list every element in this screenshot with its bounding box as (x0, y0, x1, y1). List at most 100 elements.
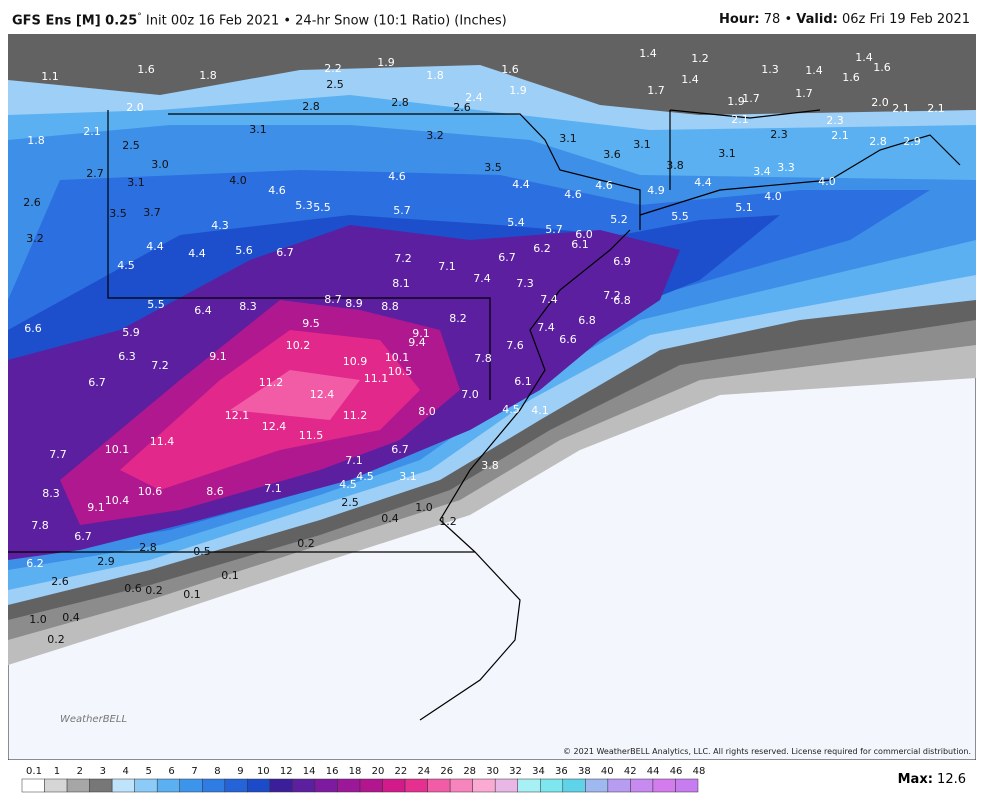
snow-amount-label: 3.5 (109, 207, 127, 220)
snow-amount-label: 0.5 (193, 545, 211, 558)
snow-amount-label: 8.6 (206, 485, 224, 498)
colorbar-tick-label: 18 (349, 766, 362, 777)
snow-amount-label: 7.2 (151, 359, 169, 372)
snow-amount-label: 4.6 (595, 179, 613, 192)
snow-amount-label: 2.2 (324, 62, 342, 75)
snow-amount-label: 1.6 (501, 63, 519, 76)
snow-amount-label: 5.5 (313, 201, 331, 214)
snow-amount-label: 3.1 (559, 132, 577, 145)
state-border (669, 109, 821, 190)
colorbar-cell (472, 778, 496, 793)
colorbar-tick-label: 3 (100, 766, 106, 777)
colorbar-cell (585, 778, 609, 793)
snow-amount-label: 6.7 (391, 443, 409, 456)
snow-amount-label: 1.7 (795, 87, 813, 100)
snow-amount-label: 3.5 (484, 161, 502, 174)
snow-amount-label: 6.7 (88, 376, 106, 389)
snow-amount-label: 1.8 (199, 69, 217, 82)
snow-amount-label: 8.3 (42, 487, 60, 500)
snow-amount-label: 11.1 (364, 372, 389, 385)
hour: 78 (763, 12, 781, 27)
snow-amount-label: 7.1 (264, 482, 282, 495)
colorbar-tick-label: 32 (509, 766, 522, 777)
colorbar-tick-label: 14 (303, 766, 316, 777)
colorbar-tick-label: 36 (555, 766, 568, 777)
colorbar-cell (675, 778, 699, 793)
snow-amount-label: 2.8 (139, 541, 157, 554)
snow-amount-label: 2.5 (326, 78, 344, 91)
snow-amount-label: 7.2 (394, 252, 412, 265)
colorbar-tick-label: 20 (372, 766, 385, 777)
colorbar-cell (44, 778, 68, 793)
snow-amount-label: 8.2 (449, 312, 467, 325)
snow-amount-label: 5.3 (295, 199, 313, 212)
snow-amount-label: 6.6 (24, 322, 42, 335)
snow-amount-label: 4.4 (146, 240, 164, 253)
snow-amount-label: 1.8 (27, 134, 45, 147)
snow-amount-label: 4.6 (268, 184, 286, 197)
snow-amount-label: 6.2 (26, 557, 44, 570)
snow-amount-label: 2.6 (453, 101, 471, 114)
snow-amount-label: 8.3 (239, 300, 257, 313)
snow-amount-label: 7.4 (473, 272, 491, 285)
snow-amount-label: 6.8 (578, 314, 596, 327)
snow-amount-label: 9.1 (209, 350, 227, 363)
max-label: Max: (897, 772, 933, 787)
snow-amount-label: 6.8 (613, 294, 631, 307)
colorbar-tick-label: 40 (601, 766, 614, 777)
snow-amount-label: 1.8 (426, 69, 444, 82)
snow-amount-label: 6.7 (498, 251, 516, 264)
snow-amount-label: 1.2 (691, 52, 709, 65)
coastline (639, 134, 961, 216)
colorbar-cell (404, 778, 428, 793)
max-value: 12.6 (937, 772, 966, 787)
snow-amount-label: 10.4 (105, 494, 130, 507)
snow-amount-label: 12.4 (310, 388, 335, 401)
snow-amount-label: 2.1 (892, 102, 910, 115)
map: 1.11.6 1.82.2 1.91.8 1.61.4 1.21.3 1.41.41.61… (8, 34, 976, 760)
snow-amount-label: 2.1 (83, 125, 101, 138)
snow-amount-label: 10.2 (286, 339, 311, 352)
snow-amount-label: 0.1 (221, 569, 239, 582)
snow-amount-label: 4.5 (502, 403, 520, 416)
snow-amount-label: 1.4 (681, 73, 699, 86)
colorbar-cell (652, 778, 676, 793)
model-title: GFS Ens [M] 0.25 (12, 13, 138, 29)
snow-amount-label: 2.1 (831, 129, 849, 142)
snow-amount-label: 6.2 (533, 242, 551, 255)
snow-amount-label: 1.4 (639, 47, 657, 60)
snow-amount-label: 7.0 (461, 388, 479, 401)
snow-amount-label: 3.2 (426, 129, 444, 142)
snow-amount-label: 4.1 (531, 404, 549, 417)
borders (8, 109, 961, 721)
snow-amount-label: 2.5 (341, 496, 359, 509)
snow-amount-label: 4.4 (512, 178, 530, 191)
coastline (8, 551, 521, 721)
snow-amount-label: 12.1 (225, 409, 250, 422)
colorbar-tick-label: 22 (395, 766, 408, 777)
snow-amount-label: 1.9 (377, 56, 395, 69)
colorbar-tick-label: 5 (145, 766, 151, 777)
snow-amount-label: 4.0 (818, 175, 836, 188)
snow-amount-label: 2.4 (465, 91, 483, 104)
colorbar-tick-label: 46 (670, 766, 683, 777)
colorbar-tick-label: 38 (578, 766, 591, 777)
subtitle: Init 00z 16 Feb 2021 • 24-hr Snow (10:1 … (145, 13, 507, 29)
colorbar: 0.1 1 2 3 4 5 6 7 8 9 10 12 14 16 18 20 22 24 26 28 30 32 34 36… (21, 766, 705, 793)
colorbar-cell (134, 778, 158, 793)
colorbar-tick-label: 9 (237, 766, 243, 777)
snow-amount-label: 1.4 (855, 51, 873, 64)
colorbar-tick-label: 16 (326, 766, 339, 777)
snow-amount-label: 6.9 (613, 255, 631, 268)
snow-amount-label: 6.1 (571, 238, 589, 251)
snow-amount-label: 3.1 (127, 176, 145, 189)
snow-amount-label: 9.1 (87, 501, 105, 514)
separator: • (784, 12, 793, 27)
snow-amount-label: 7.1 (438, 260, 456, 273)
snow-amount-label: 11.2 (343, 409, 368, 422)
colorbar-cell (540, 778, 564, 793)
snow-amount-label: 12.4 (262, 420, 287, 433)
snow-amount-label: 1.0 (29, 613, 47, 626)
snow-amount-label: 10.5 (388, 365, 413, 378)
snow-amount-label: 11.2 (259, 376, 284, 389)
